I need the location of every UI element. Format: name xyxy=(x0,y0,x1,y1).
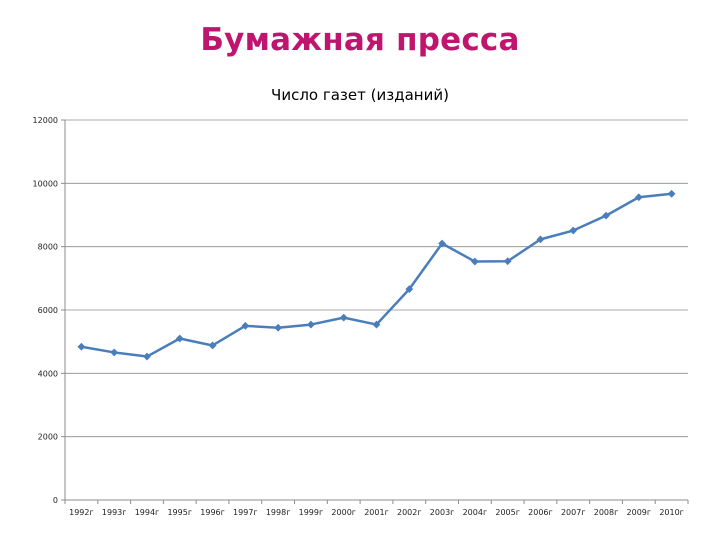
data-point-marker xyxy=(438,239,446,248)
x-tick-label: 2001г xyxy=(364,508,389,517)
y-tick-label: 6000 xyxy=(38,306,58,315)
x-tick-label: 2007г xyxy=(561,508,586,517)
x-tick-label: 1993г xyxy=(102,508,127,517)
gridlines xyxy=(65,119,688,438)
axes xyxy=(61,119,689,504)
x-tick-label: 2008г xyxy=(594,508,619,517)
x-tick-label: 2005г xyxy=(495,508,520,517)
x-tick-label: 1998г xyxy=(266,508,291,517)
series xyxy=(77,189,676,361)
x-tick-label: 2006г xyxy=(528,508,553,517)
y-tick-label: 2000 xyxy=(38,433,58,442)
slide-title: Бумажная пресса xyxy=(200,22,520,58)
x-tick-label: 1996г xyxy=(200,508,225,517)
data-point-marker xyxy=(307,320,315,329)
x-tick-label: 1995г xyxy=(167,508,192,517)
y-tick-label: 12000 xyxy=(33,116,58,125)
data-point-marker xyxy=(503,257,512,266)
chart-title: Число газет (изданий) xyxy=(271,86,449,104)
y-tick-label: 4000 xyxy=(38,369,58,378)
x-tick-label: 1999г xyxy=(299,508,324,517)
data-point-marker xyxy=(372,320,381,329)
data-point-marker xyxy=(274,323,283,332)
y-tick-label: 8000 xyxy=(38,243,58,252)
x-tick-label: 2000г xyxy=(331,508,356,517)
data-point-marker xyxy=(405,285,414,294)
data-point-marker xyxy=(569,226,578,235)
data-point-marker xyxy=(667,189,676,198)
y-axis-tick-labels: 0 2000 4000 6000 8000 10000 12000 xyxy=(33,116,58,505)
data-point-marker xyxy=(536,235,545,244)
x-tick-label: 1994г xyxy=(135,508,160,517)
data-point-marker xyxy=(470,257,479,266)
data-point-marker xyxy=(339,313,348,322)
x-tick-label: 2002г xyxy=(397,508,422,517)
data-point-marker xyxy=(208,341,217,350)
y-tick-label: 10000 xyxy=(33,179,58,188)
data-point-marker xyxy=(143,352,151,361)
data-point-marker xyxy=(77,342,86,351)
data-point-marker xyxy=(110,348,119,357)
x-tick-label: 1992г xyxy=(69,508,94,517)
data-point-marker xyxy=(241,321,250,330)
data-point-marker xyxy=(634,193,643,202)
x-tick-label: 2009г xyxy=(627,508,652,517)
data-point-marker xyxy=(602,211,610,220)
y-tick-label: 0 xyxy=(53,496,58,505)
x-axis-tick-labels: 1992г 1993г 1994г 1995г 1996г 1997г 1998г 1999г… xyxy=(69,508,684,517)
x-tick-label: 2010г xyxy=(659,508,684,517)
x-tick-label: 1997г xyxy=(233,508,258,517)
x-tick-label: 2004г xyxy=(463,508,488,517)
data-point-marker xyxy=(175,334,184,343)
series-line xyxy=(81,192,672,358)
x-tick-label: 2003г xyxy=(430,508,455,517)
